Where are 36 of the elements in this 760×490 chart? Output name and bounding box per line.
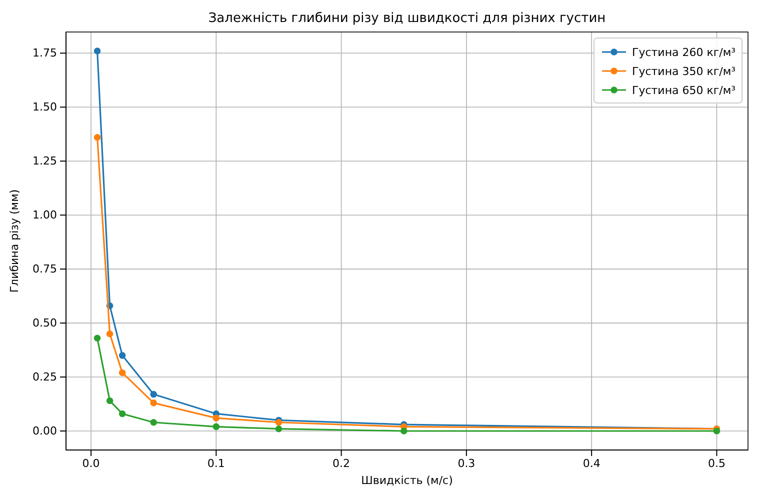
- point: [94, 48, 101, 54]
- point: [150, 400, 157, 406]
- point: [94, 134, 101, 141]
- point: [94, 334, 101, 342]
- point: [118, 410, 126, 418]
- y-tick-label: 1.00: [32, 208, 57, 222]
- y-tick-label: 1.25: [32, 154, 57, 168]
- legend-label: Густина 650 кг/м³: [632, 84, 736, 97]
- legend-label: Густина 350 кг/м³: [632, 65, 736, 78]
- x-tick-label: 0.0: [82, 456, 100, 470]
- y-tick-label: 0.25: [32, 370, 57, 384]
- point: [118, 369, 126, 376]
- y-tick-label: 0.00: [32, 424, 57, 438]
- x-tick-label: 0.1: [207, 456, 225, 470]
- point: [150, 418, 157, 426]
- y-axis-title: Глибина різу (мм): [8, 189, 21, 293]
- point: [212, 414, 220, 422]
- point: [713, 428, 720, 434]
- point: [212, 423, 220, 430]
- x-axis-title: Швидкість (м/с): [361, 474, 453, 487]
- point: [400, 428, 408, 434]
- y-tick-label: 1.75: [32, 46, 57, 60]
- chart-title: Залежність глибини різу від швидкості для різних густин: [208, 11, 606, 26]
- x-tick-label: 0.4: [582, 456, 600, 470]
- point: [150, 390, 157, 398]
- point: [118, 352, 126, 359]
- y-tick-label: 0.75: [32, 262, 57, 276]
- point: [106, 397, 114, 404]
- point: [106, 330, 114, 338]
- x-tick-label: 0.3: [458, 456, 476, 470]
- legend-label: Густина 260 кг/м³: [632, 46, 736, 59]
- x-tick-label: 0.2: [332, 456, 350, 470]
- y-tick-label: 1.50: [32, 100, 57, 114]
- x-tick-label: 0.5: [708, 456, 726, 470]
- point: [275, 425, 282, 432]
- y-tick-label: 0.50: [32, 316, 57, 330]
